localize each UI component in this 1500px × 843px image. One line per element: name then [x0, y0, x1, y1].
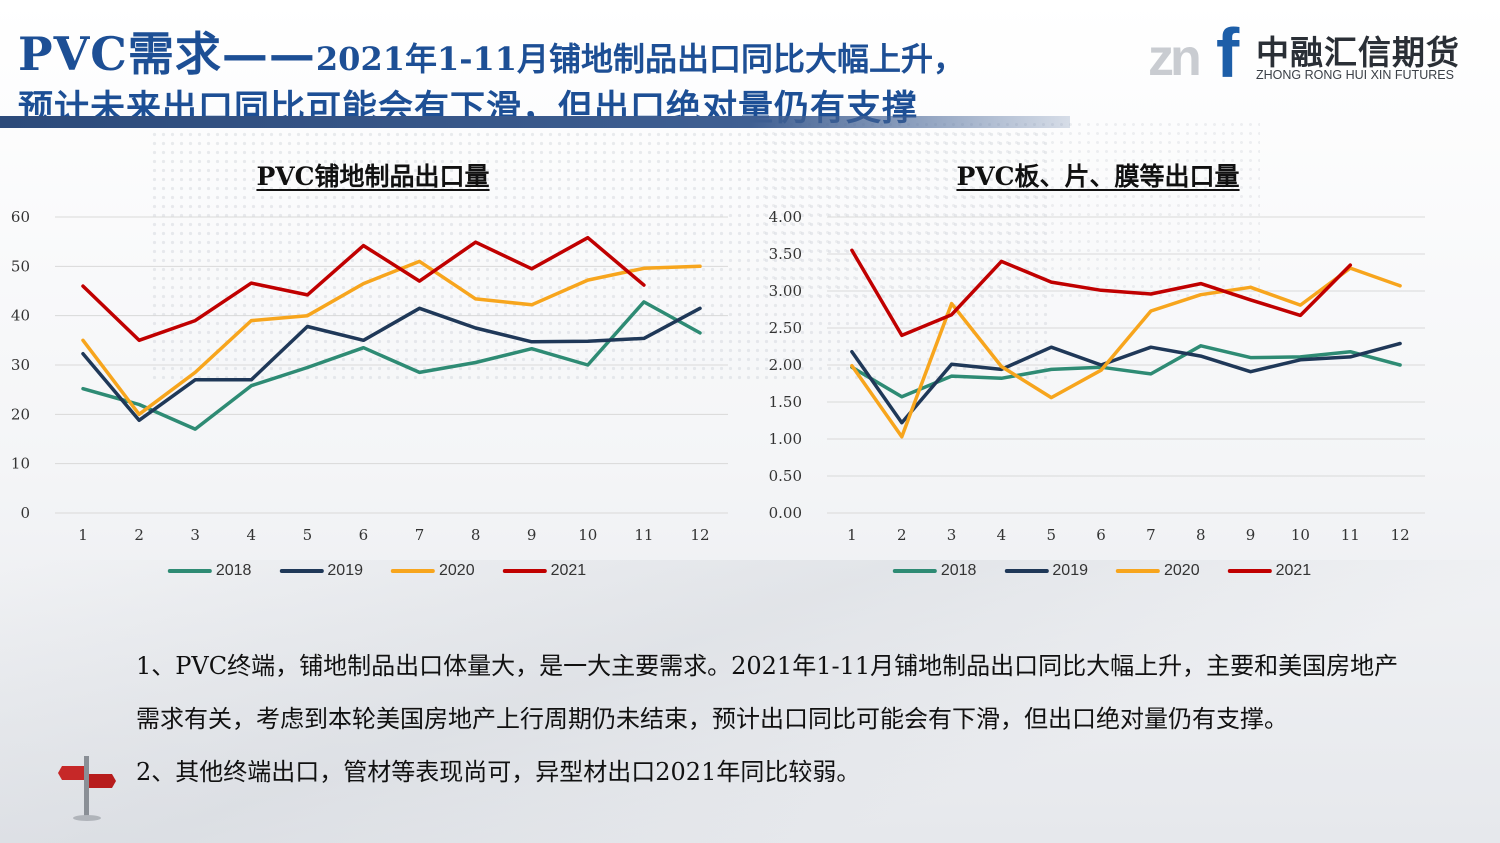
- logo-mark-zn: zn: [1148, 29, 1202, 87]
- legend-swatch: [279, 569, 324, 573]
- y-tick-label: 20: [11, 405, 30, 423]
- x-tick-label: 11: [634, 526, 653, 544]
- series-line-2020: [81, 259, 702, 417]
- x-tick-label: 8: [471, 526, 481, 544]
- x-tick-label: 6: [1096, 526, 1106, 544]
- legend-label: 2021: [550, 562, 587, 579]
- legend-label: 2020: [1164, 562, 1200, 579]
- legend-swatch: [1116, 569, 1160, 573]
- y-tick-label: 2.00: [769, 356, 802, 374]
- x-tick-label: 12: [1391, 526, 1410, 544]
- logo-mark-f: f: [1216, 14, 1240, 92]
- legend-item-2021: 2021: [1227, 562, 1312, 580]
- slide-title-rest: 2021年1-11月铺地制品出口同比大幅上升，: [315, 40, 966, 78]
- chart2-title: PVC板、片、膜等出口量: [956, 162, 1240, 191]
- series-line-2021: [81, 235, 646, 343]
- y-tick-label: 0: [20, 504, 30, 522]
- x-tick-label: 12: [690, 526, 709, 544]
- x-tick-label: 2: [134, 526, 144, 544]
- x-tick-label: 6: [359, 526, 369, 544]
- background-streak: [0, 560, 1500, 843]
- legend-label: 2019: [1052, 562, 1088, 579]
- y-tick-label: 30: [11, 356, 30, 374]
- x-tick-label: 10: [578, 526, 597, 544]
- x-tick-label: 4: [997, 526, 1007, 544]
- legend-item-2018: 2018: [167, 562, 252, 580]
- legend-swatch: [391, 569, 435, 573]
- series-line-2018: [850, 344, 1402, 399]
- y-tick-label: 3.00: [769, 282, 802, 300]
- y-tick-label: 0.50: [769, 467, 802, 485]
- legend-item-2020: 2020: [391, 562, 475, 580]
- slide-title-main: PVC需求——: [18, 27, 316, 81]
- y-tick-label: 3.50: [769, 245, 802, 263]
- signpost-icon: [58, 756, 116, 821]
- legend-item-2021: 2021: [502, 562, 587, 580]
- y-tick-label: 1.00: [769, 430, 802, 448]
- background-world-map-right: [760, 120, 1260, 300]
- x-tick-label: 8: [1196, 526, 1206, 544]
- x-tick-label: 10: [1291, 526, 1310, 544]
- x-tick-label: 1: [78, 526, 88, 544]
- y-tick-label: 40: [11, 307, 30, 325]
- company-logo: zn f 中融汇信期货 ZHONG RONG HUI XIN FUTURES: [1148, 14, 1460, 92]
- paragraph-1: 1、PVC终端，铺地制品出口体量大，是一大主要需求。2021年1-11月铺地制品…: [136, 652, 1399, 733]
- x-tick-label: 9: [527, 526, 537, 544]
- x-tick-label: 5: [1046, 526, 1056, 544]
- legend-label: 2018: [940, 562, 977, 579]
- slide-title-line1: PVC需求——2021年1-11月铺地制品出口同比大幅上升，: [18, 18, 965, 84]
- legend-label: 2021: [1275, 562, 1312, 579]
- y-tick-label: 50: [11, 257, 30, 275]
- legend-item-2019: 2019: [1004, 562, 1088, 580]
- series-line-2020: [850, 266, 1402, 439]
- legend-label: 2019: [327, 562, 363, 579]
- y-tick-label: 60: [11, 208, 30, 226]
- background-world-map: [150, 130, 1050, 380]
- x-tick-label: 9: [1246, 526, 1256, 544]
- legend-swatch: [1004, 569, 1049, 573]
- chart2-legend: 2018 2019 2020 2021: [892, 562, 1312, 580]
- y-tick-label: 2.50: [769, 319, 802, 337]
- y-tick-label: 4.00: [769, 208, 802, 226]
- logo-name: 中融汇信期货: [1256, 33, 1460, 72]
- x-tick-label: 11: [1341, 526, 1360, 544]
- x-tick-label: 7: [415, 526, 425, 544]
- series-line-2019: [850, 341, 1402, 425]
- series-line-2019: [81, 306, 702, 423]
- legend-item-2019: 2019: [279, 562, 363, 580]
- x-tick-label: 3: [947, 526, 957, 544]
- paragraph-2: 2、其他终端出口，管材等表现尚可，异型材出口2021年同比较弱。: [136, 758, 861, 786]
- y-tick-label: 1.50: [769, 393, 802, 411]
- body-text: 1、PVC终端，铺地制品出口体量大，是一大主要需求。2021年1-11月铺地制品…: [136, 640, 1416, 799]
- x-tick-label: 1: [847, 526, 857, 544]
- chart1-legend: 2018 2019 2020 2021: [167, 562, 587, 580]
- y-tick-label: 0.00: [769, 504, 802, 522]
- chart2-sheet-film-export: 0.000.501.001.502.002.503.003.504.001 2 3 4…: [769, 208, 1425, 544]
- series-line-2021: [850, 248, 1353, 338]
- chart1-title: PVC铺地制品出口量: [256, 162, 490, 191]
- x-tick-label: 4: [247, 526, 257, 544]
- x-tick-label: 3: [190, 526, 200, 544]
- x-tick-label: 7: [1146, 526, 1156, 544]
- legend-label: 2020: [439, 562, 475, 579]
- header-band: [0, 116, 1070, 128]
- legend-item-2020: 2020: [1116, 562, 1200, 580]
- series-line-2018: [81, 300, 702, 431]
- legend-swatch: [892, 569, 937, 573]
- x-tick-label: 5: [303, 526, 313, 544]
- logo-subtitle: ZHONG RONG HUI XIN FUTURES: [1256, 68, 1454, 82]
- y-tick-label: 10: [11, 455, 30, 473]
- legend-swatch: [502, 569, 547, 573]
- legend-item-2018: 2018: [892, 562, 977, 580]
- legend-swatch: [167, 569, 212, 573]
- legend-swatch: [1227, 569, 1272, 573]
- x-tick-label: 2: [897, 526, 907, 544]
- legend-label: 2018: [215, 562, 252, 579]
